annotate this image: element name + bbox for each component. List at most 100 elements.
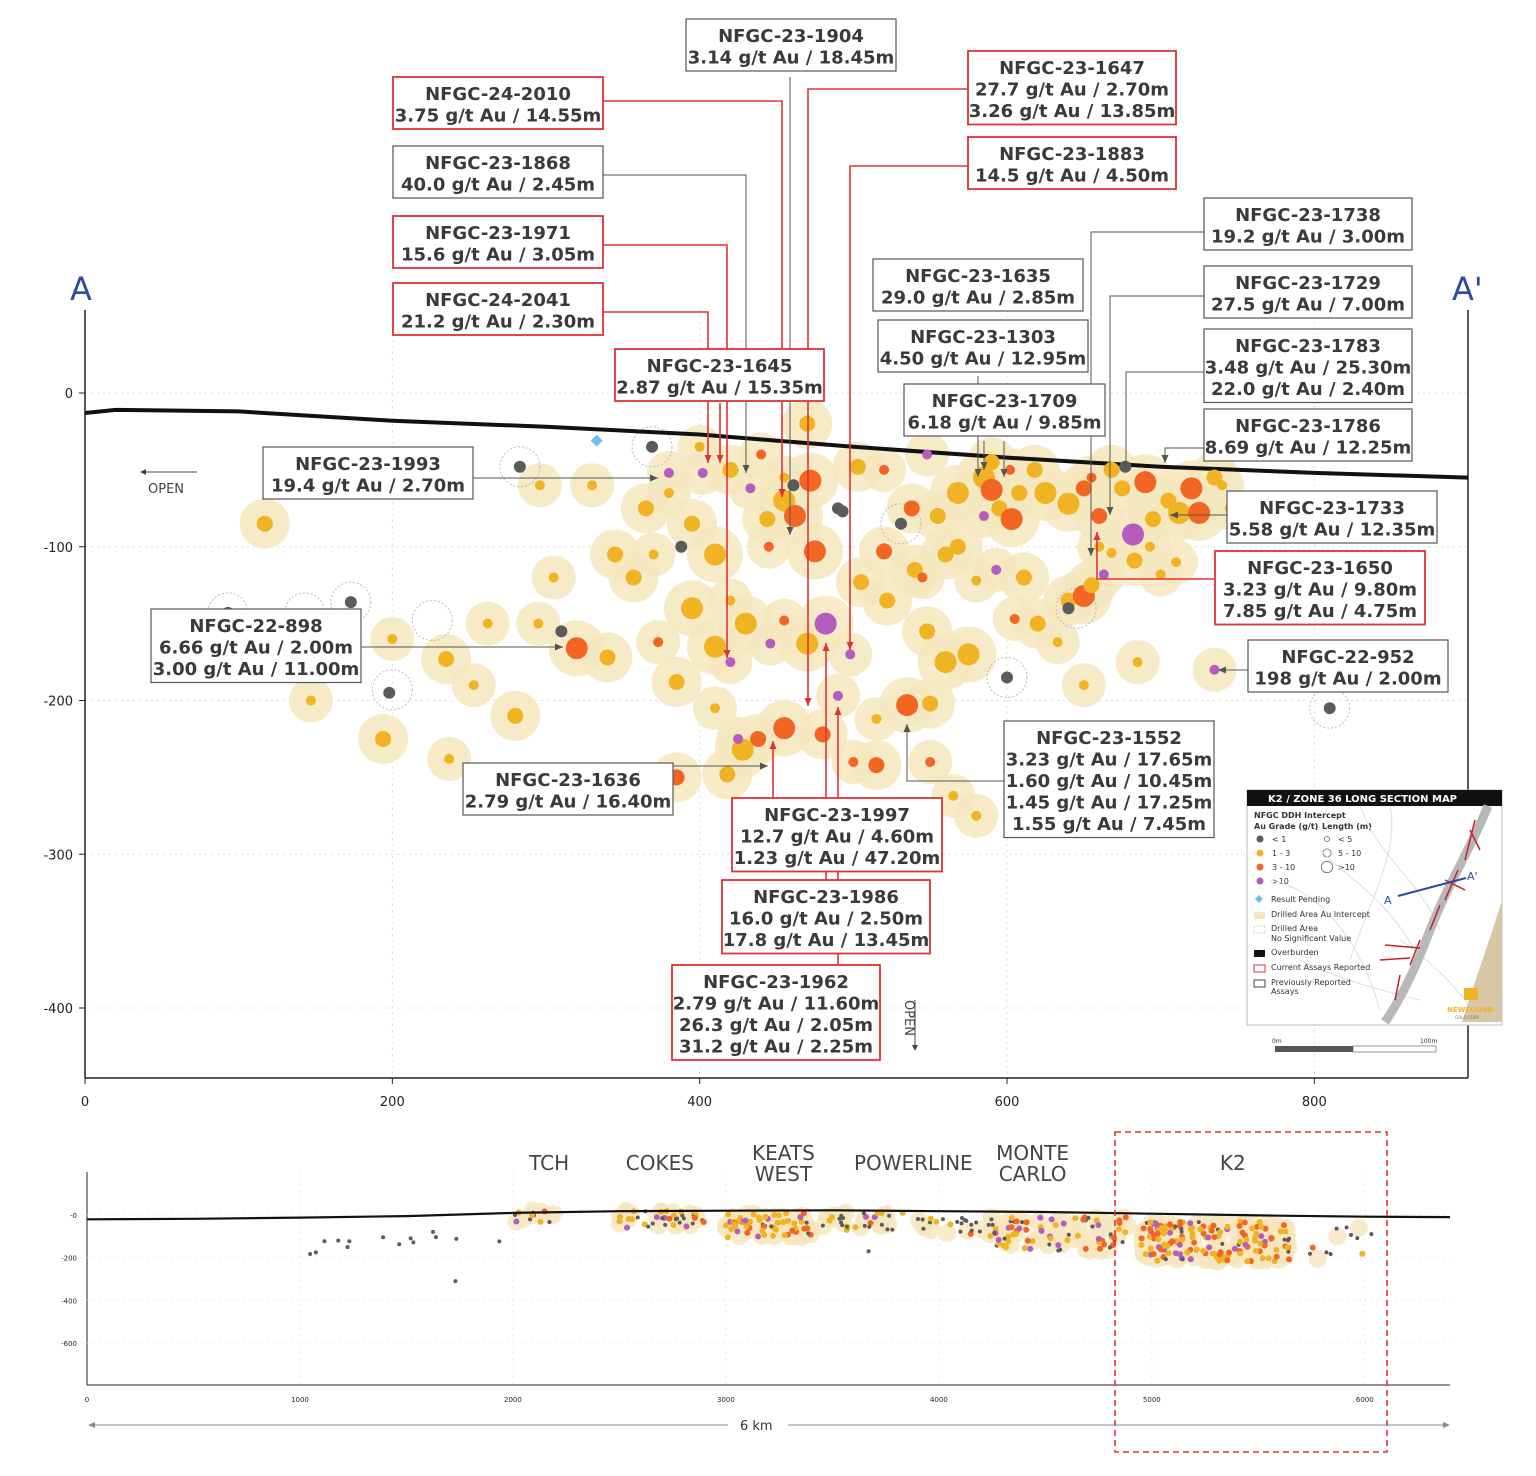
zone-label-monte: MONTE [996,1141,1069,1165]
overview-point [1027,1245,1034,1252]
overview-point [940,1217,945,1222]
legend-item-label: Result Pending [1271,895,1330,904]
intercept-point [680,597,703,620]
intercept-point [387,634,398,644]
intercept-point [663,467,674,478]
overview-point [1176,1241,1183,1248]
intercept-point [814,612,837,635]
overview-point [770,1232,777,1239]
intercept-point [906,561,923,578]
intercept-point [799,469,822,492]
overview-point [1055,1242,1062,1249]
intercept-point [534,480,545,491]
overview-point [1211,1234,1218,1241]
intercept-point [803,540,826,563]
overview-point [1164,1243,1171,1250]
intercept-point [607,546,624,563]
callout-line: 1.23 g/t Au / 47.20m [734,848,941,869]
intercept-point [848,757,859,767]
zone-label-cokes: COKES [626,1151,694,1175]
overview-point [624,1224,631,1231]
overview-point [771,1212,778,1219]
callout-line: NFGC-23-1650 [1247,558,1393,579]
overview-point [1226,1249,1233,1256]
overview-point [308,1251,313,1256]
overview-point [1016,1225,1023,1232]
callout-box [1203,265,1413,319]
callout-line: NFGC-23-1971 [425,223,571,244]
overview-ticks: -0 -200 -400 -600 0 1000 2000 3000 4000 5000 6000 [61,1212,1374,1404]
overview-point [921,1226,926,1231]
intercept-point [587,480,598,491]
overview-point [1111,1234,1118,1241]
intercept-point [1086,472,1097,483]
overview-point [828,1214,835,1221]
no-significant-area [631,426,673,468]
overview-point [381,1235,386,1240]
x-tick-label: 400 [687,1095,712,1110]
legend-grade-items: < 1 1 - 3 3 - 10 >10 [1256,835,1295,886]
legend-scale-bar: 0m 100m [1272,1038,1437,1053]
intercept-point [1217,480,1228,491]
overview-point [862,1223,867,1228]
callout-line: 5.58 g/t Au / 12.35m [1229,520,1436,541]
low-grade-point [894,517,907,530]
overview-point [690,1221,695,1226]
callout-line: NFGC-23-1635 [905,266,1051,287]
overview-point [641,1221,648,1228]
legend-grade-dot [1256,849,1264,857]
intercept-point [1188,501,1211,524]
callout-line: NFGC-23-1783 [1235,336,1381,357]
overview-point [1177,1219,1184,1226]
overview-point [430,1229,435,1234]
overview-point [789,1227,796,1234]
overview-point [927,1215,934,1222]
overview-point [1249,1225,1256,1232]
overview-point [1236,1222,1243,1229]
callout-line: 6.18 g/t Au / 9.85m [907,413,1101,434]
overview-point [653,1214,660,1221]
overview-point [1258,1233,1265,1240]
overview-point [1160,1230,1167,1237]
overview-point [1138,1235,1145,1242]
overview-point [772,1226,779,1233]
overview-point [1163,1257,1168,1262]
overview-x-tick-label: 6000 [1356,1396,1374,1404]
leader-arrow [1161,455,1169,463]
intercept-point [971,575,982,586]
leader-arrow [834,707,842,715]
overview-point [1282,1237,1287,1242]
leader-arrow [1122,462,1130,470]
overview-point [1038,1227,1045,1234]
leader-nfgc-23-1783 [1125,371,1204,470]
overview-point [820,1223,825,1228]
callout-box [1214,550,1426,626]
intercept-point [903,500,920,517]
overview-point [322,1239,327,1244]
callout-line: 22.0 g/t Au / 2.40m [1211,379,1405,400]
overview-y-tick-label: -600 [61,1340,77,1348]
intercept-points [221,415,1336,821]
overview-point [1349,1233,1354,1238]
distance-label: 6 km [740,1419,773,1434]
overview-point [780,1219,787,1226]
intercept-point [832,690,843,701]
overview-point [1252,1237,1259,1244]
intercept-point [533,618,544,629]
callout-line: NFGC-23-1786 [1235,416,1381,437]
leader-arrow [846,642,854,650]
intercept-point [871,713,882,724]
callout-line: 3.14 g/t Au / 18.45m [688,48,895,69]
overview-point [666,1215,673,1222]
callout-line: 3.26 g/t Au / 13.85m [969,101,1176,122]
